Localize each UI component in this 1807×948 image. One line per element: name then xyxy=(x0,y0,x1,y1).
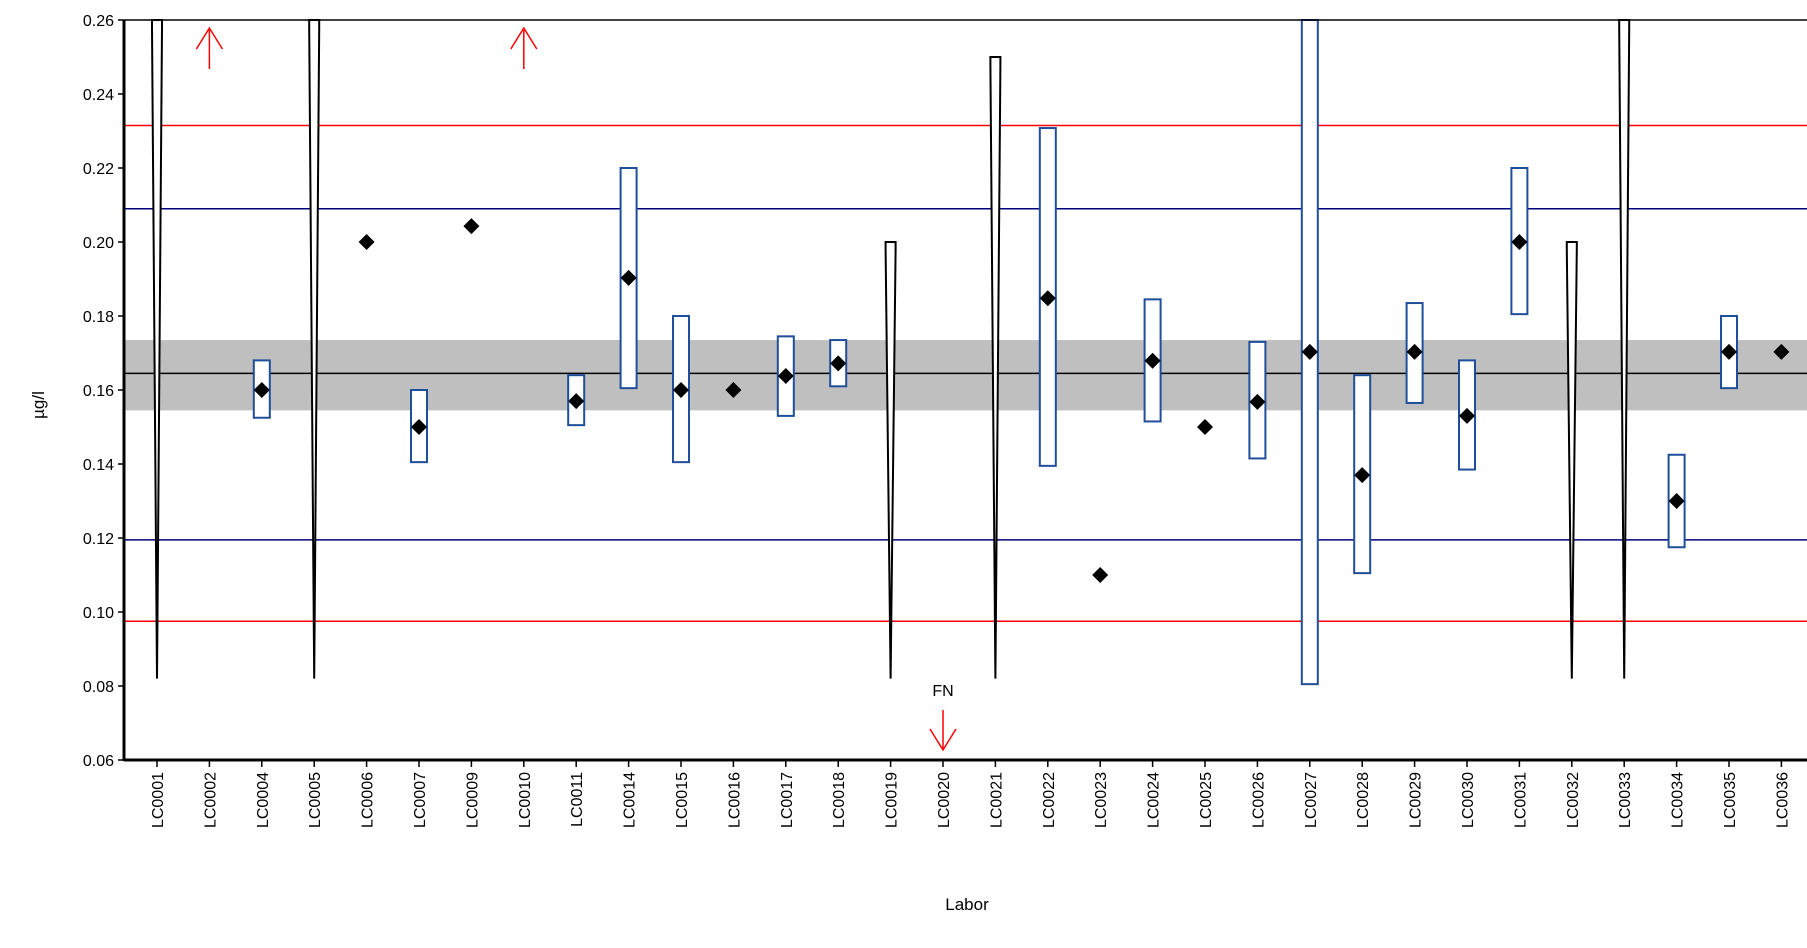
y-tick-label: 0.14 xyxy=(83,457,114,474)
value-marker-lc0018 xyxy=(830,355,847,372)
spike-mark-lc0019 xyxy=(884,241,897,679)
value-marker-lc0031 xyxy=(1511,234,1528,250)
y-tick-label: 0.06 xyxy=(83,753,114,770)
x-axis-label: Labor xyxy=(945,895,989,914)
lab-marks-layer: FN xyxy=(151,19,1790,752)
x-tick-label-lc0026: LC0026 xyxy=(1250,772,1267,828)
value-marker-lc0030 xyxy=(1459,407,1475,424)
x-tick-label-lc0022: LC0022 xyxy=(1041,772,1058,828)
value-marker-lc0007 xyxy=(411,419,427,435)
value-marker-lc0009 xyxy=(463,218,480,235)
x-tick-label-lc0017: LC0017 xyxy=(779,772,796,828)
value-marker-lc0025 xyxy=(1197,419,1213,435)
x-tick-label-lc0027: LC0027 xyxy=(1303,772,1320,828)
value-marker-lc0034 xyxy=(1668,493,1685,509)
x-tick-label-lc0010: LC0010 xyxy=(517,772,534,828)
x-tick-label-lc0006: LC0006 xyxy=(360,772,377,828)
y-tick-label: 0.16 xyxy=(83,383,114,400)
spike-mark-lc0021 xyxy=(989,56,1002,679)
x-tick-label-lc0005: LC0005 xyxy=(307,772,324,828)
spike-mark-lc0005 xyxy=(308,19,321,679)
y-tick-label: 0.24 xyxy=(83,87,114,104)
x-tick-label-lc0009: LC0009 xyxy=(464,772,481,828)
y-tick-label: 0.20 xyxy=(83,235,114,252)
value-marker-lc0028 xyxy=(1354,467,1371,484)
x-tick-label-lc0019: LC0019 xyxy=(884,772,901,828)
x-tick-label-lc0016: LC0016 xyxy=(726,772,743,828)
x-tick-label-lc0031: LC0031 xyxy=(1512,772,1529,828)
spike-mark-lc0033 xyxy=(1618,19,1631,679)
value-marker-lc0029 xyxy=(1406,343,1423,360)
x-tick-label-lc0035: LC0035 xyxy=(1722,772,1739,828)
x-tick-label-lc0030: LC0030 xyxy=(1460,772,1477,828)
value-marker-lc0023 xyxy=(1092,567,1109,583)
x-tick-label-lc0020: LC0020 xyxy=(936,772,953,828)
y-tick-label: 0.18 xyxy=(83,309,114,326)
x-tick-label-lc0036: LC0036 xyxy=(1774,772,1791,828)
x-tick-label-lc0024: LC0024 xyxy=(1146,772,1163,828)
value-marker-lc0004 xyxy=(253,382,270,398)
value-marker-lc0036 xyxy=(1773,343,1790,360)
x-tick-label-lc0021: LC0021 xyxy=(988,772,1005,828)
x-tick-label-lc0011: LC0011 xyxy=(569,772,586,827)
x-tick-label-lc0025: LC0025 xyxy=(1198,772,1215,828)
x-tick-label-lc0023: LC0023 xyxy=(1093,772,1110,828)
value-marker-lc0016 xyxy=(725,382,742,398)
value-marker-lc0015 xyxy=(673,382,689,398)
axes-layer: 0.06 0.08 0.10 0.12 0.14 0.16 0.18 0.20 0.22 0.24… xyxy=(83,13,1807,828)
value-marker-lc0027 xyxy=(1301,343,1318,360)
x-tick-label-lc0018: LC0018 xyxy=(831,772,848,828)
flag-label-lc0020: FN xyxy=(932,683,953,700)
x-tick-label-lc0014: LC0014 xyxy=(622,772,639,828)
y-tick-label: 0.12 xyxy=(83,531,114,548)
spike-mark-lc0001 xyxy=(151,19,163,679)
x-tick-label-lc0033: LC0033 xyxy=(1617,772,1634,828)
value-marker-lc0024 xyxy=(1144,352,1161,369)
x-tick-label-lc0002: LC0002 xyxy=(202,772,219,828)
y-tick-label: 0.22 xyxy=(83,161,114,178)
y-tick-label: 0.08 xyxy=(83,679,114,696)
value-marker-lc0026 xyxy=(1249,393,1266,410)
y-tick-label: 0.10 xyxy=(83,605,114,622)
x-tick-label-lc0028: LC0028 xyxy=(1355,772,1372,828)
above-range-arrow-lc0010 xyxy=(510,26,538,69)
value-marker-lc0017 xyxy=(777,367,794,384)
value-marker-lc0014 xyxy=(620,269,637,286)
x-tick-label-lc0029: LC0029 xyxy=(1408,772,1425,828)
x-tick-label-lc0015: LC0015 xyxy=(674,772,691,828)
spike-mark-lc0032 xyxy=(1565,241,1578,679)
x-tick-label-lc0032: LC0032 xyxy=(1565,772,1582,828)
y-tick-label: 0.26 xyxy=(83,13,114,30)
y-axis-label: µg/l xyxy=(29,391,48,419)
reference-layer xyxy=(124,124,1807,622)
x-tick-label-lc0001: LC0001 xyxy=(150,772,167,828)
x-tick-label-lc0007: LC0007 xyxy=(412,772,429,828)
uncertainty-band xyxy=(124,340,1807,411)
value-marker-lc0035 xyxy=(1721,343,1737,360)
value-marker-lc0011 xyxy=(568,393,585,410)
value-marker-lc0022 xyxy=(1039,290,1056,307)
below-range-arrow-lc0020 xyxy=(929,710,957,752)
x-tick-label-lc0004: LC0004 xyxy=(255,772,272,828)
x-tick-label-lc0034: LC0034 xyxy=(1670,772,1687,828)
value-marker-lc0006 xyxy=(358,234,375,250)
above-range-arrow-lc0002 xyxy=(195,26,224,69)
